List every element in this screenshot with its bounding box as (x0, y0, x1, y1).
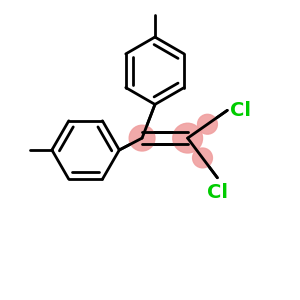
Text: Cl: Cl (230, 101, 251, 120)
Circle shape (173, 123, 202, 153)
Text: Cl: Cl (207, 183, 228, 202)
Circle shape (193, 148, 212, 168)
Circle shape (129, 125, 155, 151)
Circle shape (198, 114, 218, 134)
